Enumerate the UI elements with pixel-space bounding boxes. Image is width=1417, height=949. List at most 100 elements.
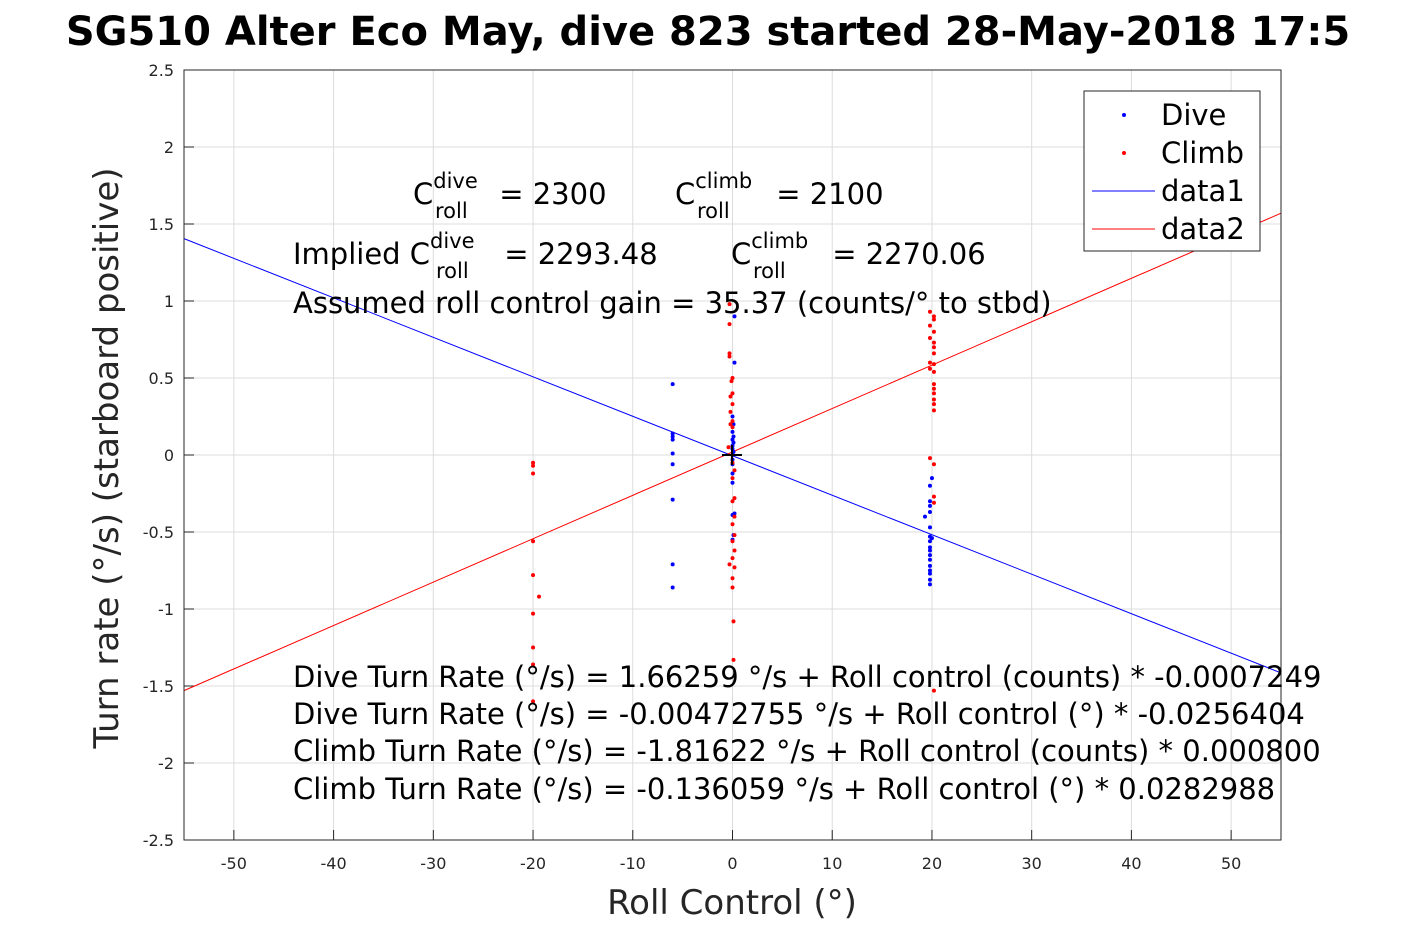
- climb-point: [531, 463, 536, 468]
- legend-dive-marker: [1122, 113, 1126, 117]
- climb-point: [531, 539, 536, 544]
- climb-point: [729, 379, 734, 384]
- climb-point: [931, 362, 936, 367]
- climb-point: [531, 645, 536, 650]
- x-tick-label: 10: [822, 854, 842, 873]
- x-tick-label: -30: [420, 854, 446, 873]
- x-tick-label: 50: [1221, 854, 1241, 873]
- climb-point: [531, 460, 536, 465]
- climb-point: [931, 397, 936, 402]
- y-tick-label: 2: [164, 138, 174, 157]
- climb-point: [931, 688, 936, 693]
- dive-point: [670, 434, 675, 439]
- climb-point: [732, 496, 737, 501]
- origin-marker: [722, 445, 742, 465]
- dive-point: [922, 514, 927, 519]
- dive-point: [670, 585, 675, 590]
- legend: Dive Climb data1 data2: [1083, 90, 1261, 252]
- climb-point: [531, 471, 536, 476]
- climb-point: [726, 445, 731, 450]
- y-tick-label: 1.5: [149, 215, 174, 234]
- climb-point: [730, 576, 735, 581]
- dive-point: [927, 557, 932, 562]
- x-tick-label: -50: [221, 854, 247, 873]
- climb-point: [730, 391, 735, 396]
- dive-point: [670, 562, 675, 567]
- climb-point: [927, 360, 932, 365]
- dive-point: [927, 499, 932, 504]
- plot-border: [183, 69, 1282, 841]
- climb-point: [931, 402, 936, 407]
- y-tick-label: 1: [164, 292, 174, 311]
- dive-point: [670, 462, 675, 467]
- climb-point: [531, 573, 536, 578]
- dive-point: [927, 548, 932, 553]
- climb-point: [730, 522, 735, 527]
- dive-point: [670, 431, 675, 436]
- climb-point: [730, 425, 735, 430]
- x-tick-label: -10: [620, 854, 646, 873]
- y-tick-label: -2: [158, 754, 174, 773]
- annotation-fit-2: Climb Turn Rate (°/s) = -1.81622 °/s + R…: [293, 734, 1321, 768]
- climb-point: [727, 351, 732, 356]
- x-tick-label: 20: [922, 854, 942, 873]
- y-ticks: -2.5 -2 -1.5 -1 -0.5 0 0.5 1 1.5 2 2.5: [143, 61, 194, 850]
- climb-point: [727, 354, 732, 359]
- legend-data1-label: data1: [1161, 174, 1245, 208]
- annotation-c-climb: Cclimb roll = 2100: [675, 169, 884, 223]
- climb-point: [537, 594, 542, 599]
- y-tick-label: -1.5: [143, 677, 174, 696]
- x-tick-label: 40: [1121, 854, 1141, 873]
- x-tick-label: 0: [727, 854, 737, 873]
- annotation-implied-climb: Cclimb roll = 2270.06: [731, 229, 986, 283]
- dive-point: [730, 414, 735, 419]
- climb-point: [931, 369, 936, 374]
- x-tick-label: 30: [1022, 854, 1042, 873]
- climb-point: [931, 317, 936, 322]
- y-axis-label: Turn rate (°/s) (starboard positive): [87, 167, 127, 749]
- x-tick-label: -40: [321, 854, 347, 873]
- climb-point: [730, 539, 735, 544]
- climb-point: [931, 340, 936, 345]
- climb-point: [931, 386, 936, 391]
- y-tick-label: 2.5: [149, 61, 174, 80]
- legend-climb-marker: [1122, 151, 1126, 155]
- data-points: [531, 302, 936, 704]
- climb-point: [931, 382, 936, 387]
- climb-point: [732, 548, 737, 553]
- annotation-c-dive: Cdive roll = 2300: [413, 169, 607, 223]
- annotation-fit-3: Climb Turn Rate (°/s) = -0.136059 °/s + …: [293, 772, 1275, 806]
- climb-point: [727, 562, 732, 567]
- climb-point: [730, 376, 735, 380]
- dive-point: [929, 476, 934, 481]
- x-tick-label: -20: [520, 854, 546, 873]
- dive-point: [670, 437, 675, 442]
- dive-point: [927, 563, 932, 568]
- dive-point: [731, 434, 736, 439]
- dive-point: [730, 429, 735, 434]
- dive-point: [927, 525, 932, 530]
- legend-dive-label: Dive: [1161, 98, 1226, 132]
- climb-point: [728, 409, 733, 414]
- climb-point: [731, 657, 736, 662]
- annotation-fit-1: Dive Turn Rate (°/s) = -0.00472755 °/s +…: [293, 697, 1305, 731]
- climb-point: [931, 351, 936, 356]
- climb-point: [727, 302, 732, 307]
- climb-point: [531, 699, 536, 704]
- legend-climb-label: Climb: [1161, 136, 1244, 170]
- climb-point: [931, 462, 936, 467]
- climb-point: [732, 565, 737, 570]
- climb-point: [927, 309, 932, 314]
- dive-point: [927, 545, 932, 550]
- climb-point: [931, 391, 936, 396]
- y-tick-label: -0.5: [143, 523, 174, 542]
- dive-point: [732, 360, 737, 365]
- annotation-implied-dive: Implied Cdive roll = 2293.48: [293, 229, 658, 283]
- climb-point: [732, 468, 737, 473]
- dive-point: [730, 471, 735, 476]
- legend-data2-label: data2: [1161, 212, 1245, 246]
- climb-point: [727, 322, 732, 327]
- y-tick-label: -1: [158, 600, 174, 619]
- climb-point: [531, 611, 536, 616]
